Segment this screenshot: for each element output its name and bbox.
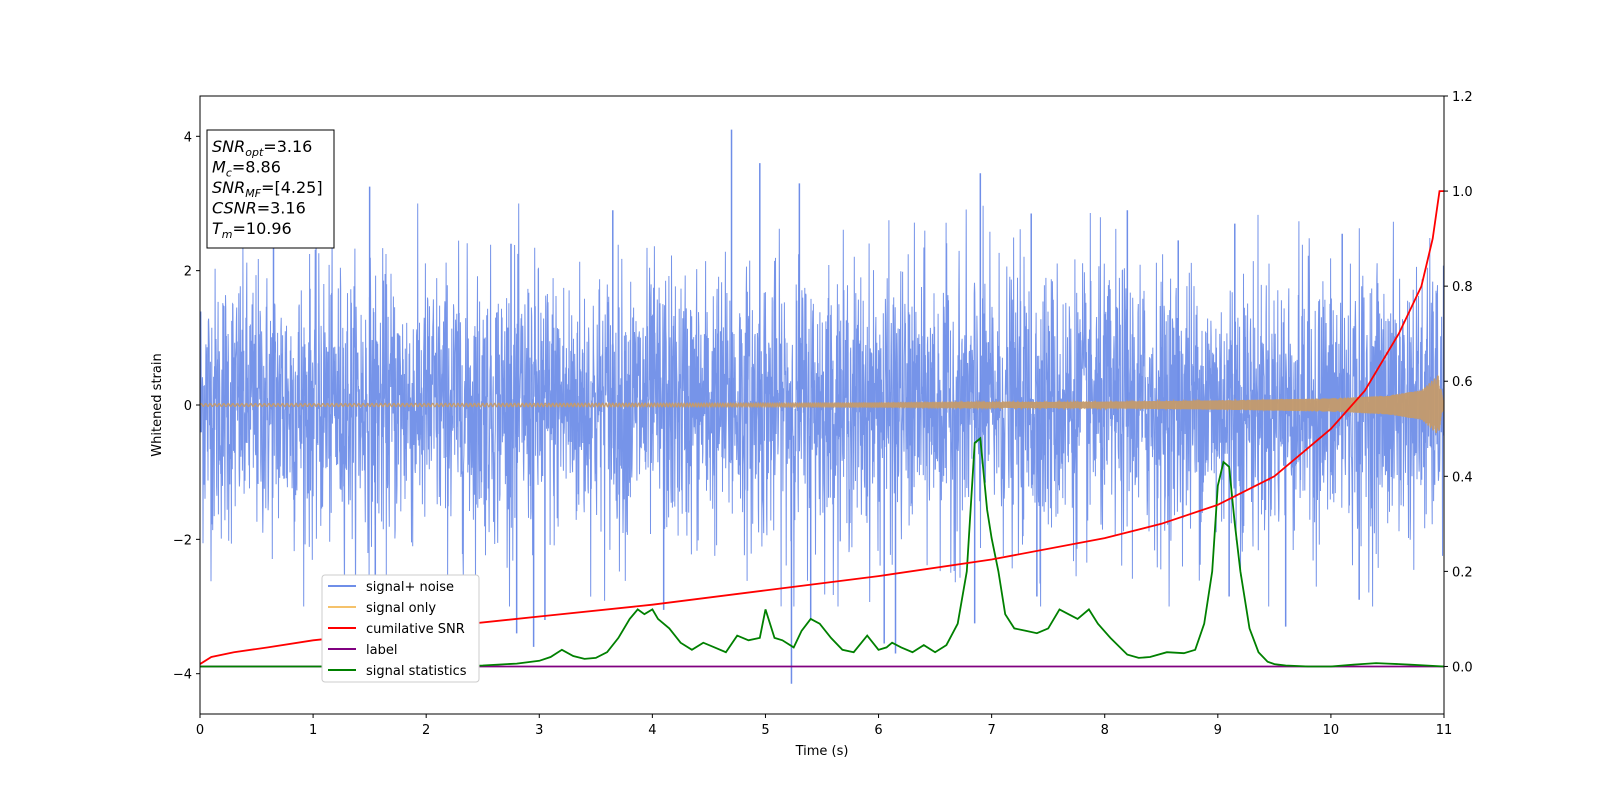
y-tick-label-left: 2 bbox=[184, 265, 192, 280]
annotation-line: SNRopt=3.16 bbox=[212, 137, 312, 159]
annotation-line: Mc=8.86 bbox=[212, 158, 281, 180]
x-tick-label: 4 bbox=[648, 723, 656, 738]
series-signal-only bbox=[200, 375, 1444, 434]
legend-label: cumilative SNR bbox=[366, 622, 465, 637]
y-tick-label-right: 0.6 bbox=[1452, 375, 1473, 390]
legend-label: label bbox=[366, 643, 397, 658]
x-tick-label: 8 bbox=[1101, 723, 1109, 738]
x-tick-label: 2 bbox=[422, 723, 430, 738]
axes: 0 1 2 3 4 5 6 7 8 9 10 11 −4 −2 0 2 4 0.0 0.2 0.4 0.6 0.8 1.0 1… bbox=[173, 90, 1473, 738]
series-signal-statistics bbox=[200, 436, 1444, 668]
plot-area bbox=[200, 129, 1444, 684]
x-tick-label: 6 bbox=[874, 723, 882, 738]
x-tick-label: 3 bbox=[535, 723, 543, 738]
y-tick-label-right: 0.8 bbox=[1452, 280, 1473, 295]
y-tick-label-right: 0.2 bbox=[1452, 565, 1473, 580]
x-tick-label: 5 bbox=[761, 723, 769, 738]
y-tick-label-right: 1.0 bbox=[1452, 185, 1473, 200]
y-tick-label-left: −4 bbox=[173, 668, 192, 683]
annotation-box: SNRopt=3.16Mc=8.86SNRMF=[4.25]CSNR=3.16T… bbox=[206, 129, 335, 249]
annotation-frame bbox=[206, 129, 335, 249]
y-axis-label: Whitened strain bbox=[150, 353, 165, 456]
legend-label: signal+ noise bbox=[366, 580, 454, 595]
legend-label: signal only bbox=[366, 601, 436, 616]
x-tick-label: 10 bbox=[1323, 723, 1340, 738]
legend: signal+ noise signal only cumilative SNR la… bbox=[321, 574, 480, 683]
x-tick-label: 9 bbox=[1214, 723, 1222, 738]
legend-label: signal statistics bbox=[366, 664, 467, 679]
y-tick-label-right: 0.4 bbox=[1452, 470, 1473, 485]
x-tick-label: 1 bbox=[309, 723, 317, 738]
annotation-line: SNRMF=[4.25] bbox=[212, 178, 323, 200]
series-cumulative-snr bbox=[200, 190, 1444, 665]
x-axis-label: Time (s) bbox=[795, 744, 849, 759]
y-tick-label-right: 1.2 bbox=[1452, 90, 1473, 105]
x-tick-label: 7 bbox=[987, 723, 995, 738]
y-tick-label-right: 0.0 bbox=[1452, 660, 1473, 675]
y-tick-label-left: −2 bbox=[173, 533, 192, 548]
annotation-line: Tm=10.96 bbox=[212, 219, 292, 241]
y-tick-label-left: 0 bbox=[184, 399, 192, 414]
y-tick-label-left: 4 bbox=[184, 130, 192, 145]
legend-frame bbox=[321, 574, 480, 683]
annotation-line: CSNR=3.16 bbox=[212, 199, 306, 218]
x-tick-label: 11 bbox=[1436, 723, 1453, 738]
x-tick-label: 0 bbox=[196, 723, 204, 738]
